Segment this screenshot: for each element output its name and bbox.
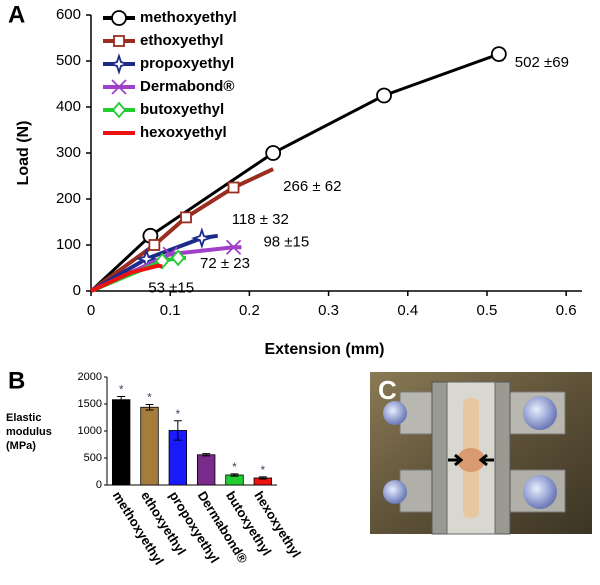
marker bbox=[111, 10, 127, 26]
x-tick-label: 0.5 bbox=[477, 302, 498, 319]
legend-label: methoxyethyl bbox=[140, 9, 237, 26]
marker bbox=[227, 181, 240, 194]
x-tick-label: 0.2 bbox=[239, 302, 260, 319]
y-tick-label: 500 bbox=[56, 52, 81, 69]
end-label: 118 ± 32 bbox=[232, 211, 289, 228]
marker bbox=[225, 239, 242, 255]
significance: * bbox=[119, 383, 124, 397]
significance: * bbox=[147, 391, 152, 405]
y-axis-label: Load (N) bbox=[15, 121, 32, 186]
panel-label: A bbox=[8, 1, 25, 28]
legend-label: hexoxyethyl bbox=[140, 124, 227, 141]
bar bbox=[196, 454, 216, 486]
marker bbox=[155, 252, 170, 270]
x-tick-label: 0.6 bbox=[556, 302, 577, 319]
error-bar bbox=[117, 395, 126, 404]
x-axis-label: Extension (mm) bbox=[264, 341, 384, 358]
error-bar bbox=[230, 473, 239, 477]
y-tick-label: 1000 bbox=[78, 425, 102, 437]
significance: * bbox=[260, 463, 265, 477]
x-tick-label: 0.4 bbox=[397, 302, 418, 319]
error-bar bbox=[145, 404, 154, 411]
end-label: 53 ±15 bbox=[148, 280, 194, 297]
marker bbox=[490, 46, 507, 62]
marker bbox=[191, 227, 213, 249]
end-label: 72 ± 23 bbox=[200, 255, 250, 272]
panel-label: C bbox=[378, 375, 397, 405]
error-bar bbox=[258, 476, 267, 480]
y-tick-label: 500 bbox=[84, 452, 102, 464]
y-tick-label: 2000 bbox=[78, 371, 102, 383]
x-tick-label: 0 bbox=[87, 302, 95, 319]
y-axis-label: Elastic bbox=[6, 412, 41, 424]
bar bbox=[111, 399, 131, 486]
marker bbox=[108, 53, 130, 75]
series-line bbox=[89, 233, 218, 293]
marker bbox=[180, 211, 192, 224]
end-label: 502 ±69 bbox=[515, 54, 569, 71]
photo bbox=[370, 372, 592, 535]
legend-label: propoxyethyl bbox=[140, 55, 234, 72]
y-tick-label: 0 bbox=[73, 282, 81, 299]
y-tick-label: 600 bbox=[56, 6, 81, 23]
y-tick-label: 200 bbox=[56, 190, 81, 207]
error-bar bbox=[202, 453, 211, 457]
marker bbox=[148, 239, 161, 251]
end-label: 266 ± 62 bbox=[283, 178, 341, 195]
legend-label: ethoxyethyl bbox=[140, 32, 223, 49]
significance: * bbox=[232, 460, 237, 474]
legend-label: butoxyethyl bbox=[140, 101, 224, 118]
y-axis-label: (MPa) bbox=[6, 440, 36, 452]
x-tick-label: 0.1 bbox=[160, 302, 181, 319]
y-tick-label: 300 bbox=[56, 144, 81, 161]
bar bbox=[140, 406, 159, 486]
y-tick-label: 0 bbox=[96, 479, 102, 491]
legend-label: Dermabond® bbox=[140, 78, 234, 95]
error-bar bbox=[173, 420, 182, 441]
marker bbox=[170, 249, 186, 267]
marker bbox=[111, 101, 127, 119]
y-tick-label: 100 bbox=[56, 236, 81, 253]
y-tick-label: 1500 bbox=[78, 398, 102, 410]
marker bbox=[376, 87, 392, 104]
significance: * bbox=[175, 407, 180, 421]
panel-label: B bbox=[8, 367, 25, 394]
end-label: 98 ±15 bbox=[263, 233, 309, 250]
marker bbox=[265, 145, 282, 161]
marker bbox=[113, 35, 125, 47]
series-line bbox=[89, 167, 274, 293]
series-line bbox=[90, 263, 163, 293]
marker bbox=[111, 79, 127, 95]
y-tick-label: 400 bbox=[56, 98, 81, 115]
x-tick-label: 0.3 bbox=[318, 302, 339, 319]
y-axis-label: modulus bbox=[6, 426, 52, 438]
